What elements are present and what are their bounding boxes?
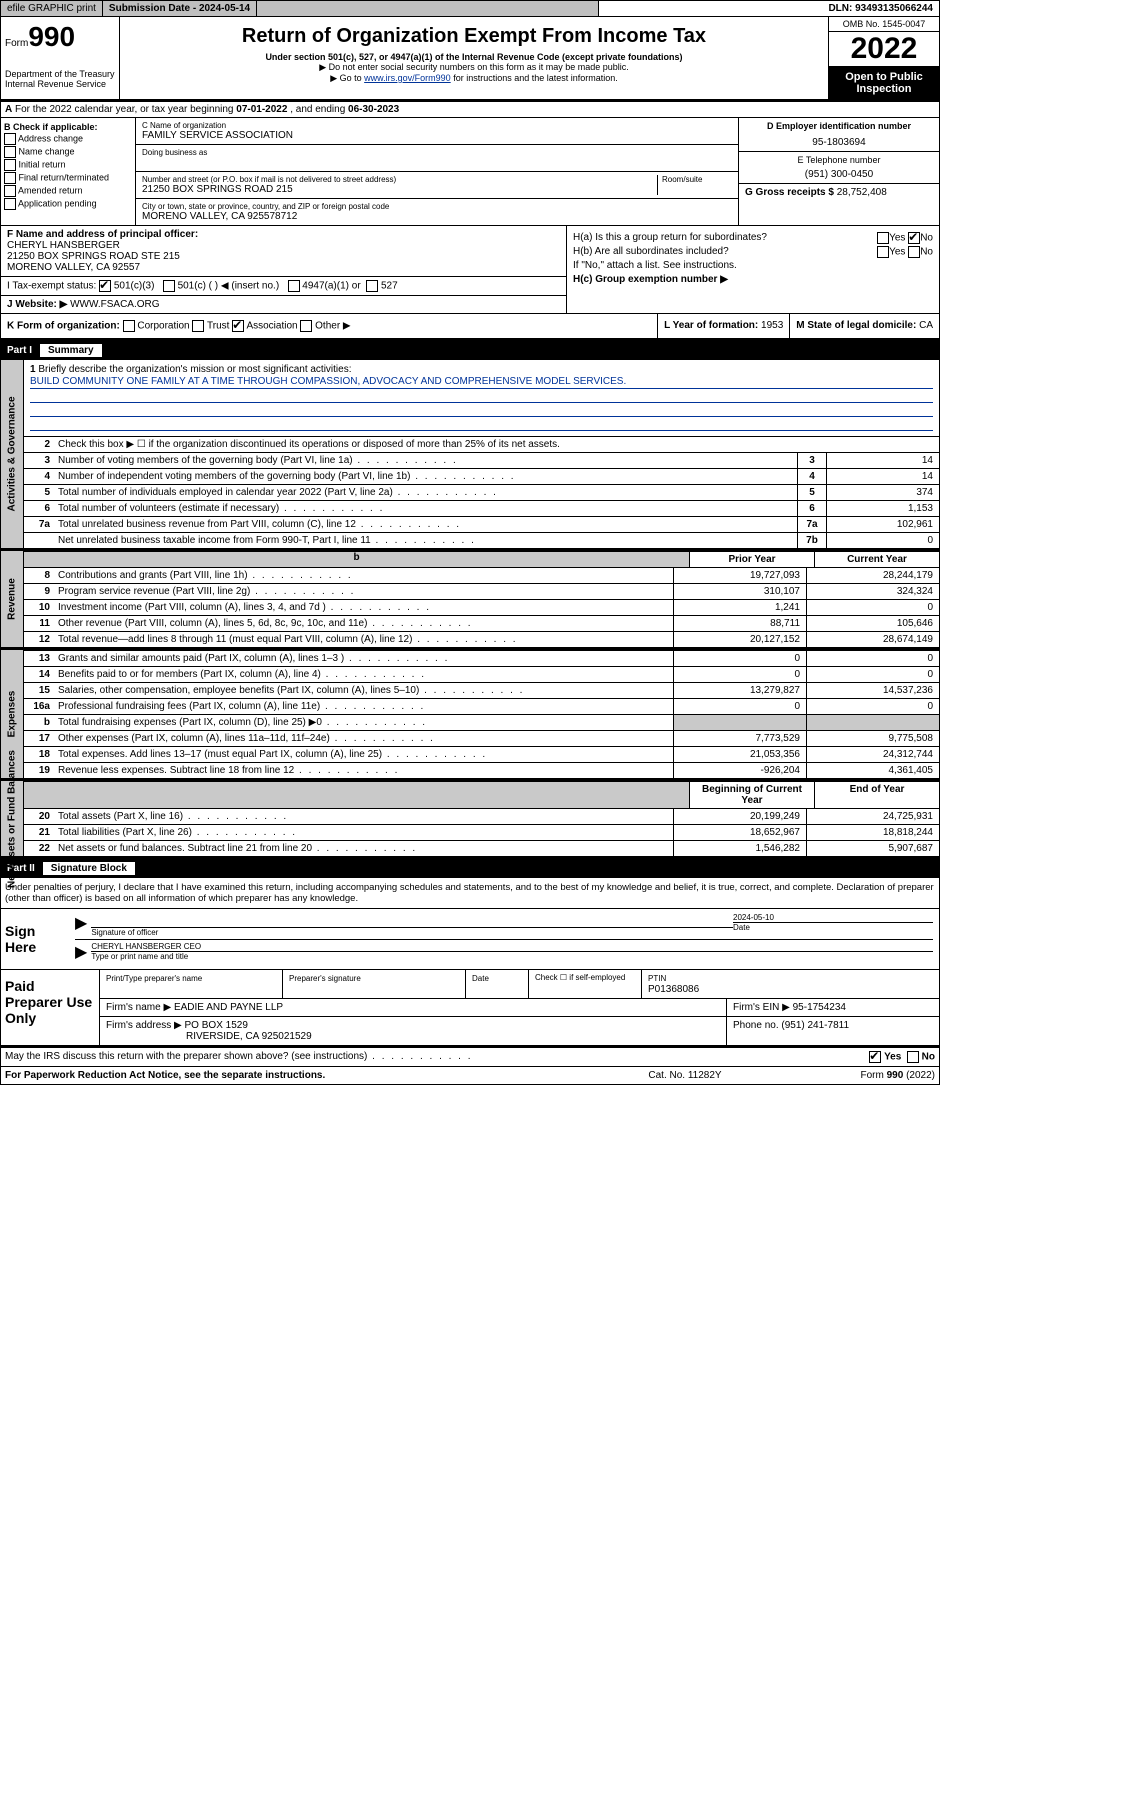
- py-cy-header: b Prior Year Current Year: [24, 551, 939, 567]
- fgh-right: H(a) Is this a group return for subordin…: [567, 226, 939, 313]
- submission-date: Submission Date - 2024-05-14: [103, 1, 257, 16]
- vlabel-governance: Activities & Governance: [1, 360, 24, 548]
- col-d-e-g: D Employer identification number 95-1803…: [739, 118, 939, 225]
- row-k-l-m: K Form of organization: Corporation Trus…: [1, 314, 939, 341]
- hb-line: H(b) Are all subordinates included? Yes …: [573, 246, 933, 257]
- data-row: bTotal fundraising expenses (Part IX, co…: [24, 714, 939, 730]
- data-row: 13Grants and similar amounts paid (Part …: [24, 650, 939, 666]
- mission-block: 1 Briefly describe the organization's mi…: [24, 360, 939, 436]
- omb-number: OMB No. 1545-0047: [829, 17, 939, 32]
- data-row: 15Salaries, other compensation, employee…: [24, 682, 939, 698]
- address-cell: Number and street (or P.O. box if mail i…: [136, 172, 738, 199]
- header-left: Form990 Department of the Treasury Inter…: [1, 17, 120, 99]
- form-990: Form990 Department of the Treasury Inter…: [0, 17, 940, 1085]
- officer-name-line: CHERYL HANSBERGER CEO Type or print name…: [91, 942, 933, 962]
- part2-header: Part II Signature Block: [1, 859, 939, 878]
- dba-cell: Doing business as: [136, 145, 738, 172]
- revenue-section: Revenue b Prior Year Current Year 8Contr…: [1, 551, 939, 650]
- form-title: Return of Organization Exempt From Incom…: [124, 25, 824, 48]
- l-year-formation: L Year of formation: 1953: [657, 314, 789, 338]
- form-number: Form990: [5, 21, 115, 53]
- ein-cell: D Employer identification number 95-1803…: [739, 118, 939, 152]
- fgh-left: F Name and address of principal officer:…: [1, 226, 567, 313]
- hb-note: If "No," attach a list. See instructions…: [573, 260, 933, 271]
- gov-row: Net unrelated business taxable income fr…: [24, 532, 939, 548]
- part1-header: Part I Summary: [1, 341, 939, 360]
- expenses-section: Expenses 13Grants and similar amounts pa…: [1, 650, 939, 781]
- data-row: 18Total expenses. Add lines 13–17 (must …: [24, 746, 939, 762]
- data-row: 11Other revenue (Part VIII, column (A), …: [24, 615, 939, 631]
- sign-here-label: Sign Here: [1, 909, 69, 969]
- penalties-text: Under penalties of perjury, I declare th…: [1, 878, 939, 909]
- gov-row: 2Check this box ▶ ☐ if the organization …: [24, 436, 939, 452]
- efile-graphic-print[interactable]: efile GRAPHIC print: [1, 1, 103, 16]
- section-bcd: B Check if applicable: Address change Na…: [1, 118, 939, 226]
- sign-here-block: Sign Here ▶ Signature of officer 2024-05…: [1, 909, 939, 970]
- data-row: 14Benefits paid to or for members (Part …: [24, 666, 939, 682]
- row-a-tax-year: A For the 2022 calendar year, or tax yea…: [1, 102, 939, 118]
- col-b-checkboxes: B Check if applicable: Address change Na…: [1, 118, 136, 225]
- k-form-org: K Form of organization: Corporation Trus…: [1, 314, 657, 338]
- data-row: 12Total revenue—add lines 8 through 11 (…: [24, 631, 939, 647]
- paid-preparer-label: Paid Preparer Use Only: [1, 970, 100, 1045]
- officer-signature-line: Signature of officer: [91, 913, 733, 937]
- data-row: 9Program service revenue (Part VIII, lin…: [24, 583, 939, 599]
- 501c3-checkbox[interactable]: [99, 280, 111, 292]
- data-row: 16aProfessional fundraising fees (Part I…: [24, 698, 939, 714]
- notice-2: ▶ Go to www.irs.gov/Form990 for instruct…: [124, 73, 824, 84]
- paid-preparer-block: Paid Preparer Use Only Print/Type prepar…: [1, 970, 939, 1048]
- tax-year: 2022: [829, 32, 939, 67]
- hc-line: H(c) Group exemption number ▶: [573, 274, 933, 285]
- vlabel-revenue: Revenue: [1, 551, 24, 647]
- form-subtitle: Under section 501(c), 527, or 4947(a)(1)…: [124, 52, 824, 62]
- sign-arrow-icon: ▶: [75, 942, 91, 962]
- governance-section: Activities & Governance 1 Briefly descri…: [1, 360, 939, 551]
- data-row: 21Total liabilities (Part X, line 26)18,…: [24, 824, 939, 840]
- data-row: 20Total assets (Part X, line 16)20,199,2…: [24, 808, 939, 824]
- org-name-cell: C Name of organization FAMILY SERVICE AS…: [136, 118, 738, 145]
- dln: DLN: 93493135066244: [599, 1, 939, 16]
- discuss-row: May the IRS discuss this return with the…: [1, 1048, 939, 1067]
- open-to-public: Open to Public Inspection: [829, 67, 939, 99]
- city-cell: City or town, state or province, country…: [136, 199, 738, 225]
- gov-row: 4Number of independent voting members of…: [24, 468, 939, 484]
- section-fgh: F Name and address of principal officer:…: [1, 226, 939, 314]
- form-header: Form990 Department of the Treasury Inter…: [1, 17, 939, 102]
- topbar-spacer: [257, 1, 598, 16]
- gov-row: 5Total number of individuals employed in…: [24, 484, 939, 500]
- notice-1: ▶ Do not enter social security numbers o…: [124, 62, 824, 73]
- m-state-domicile: M State of legal domicile: CA: [789, 314, 939, 338]
- tax-exempt-row: I Tax-exempt status: 501(c)(3) 501(c) ( …: [1, 277, 566, 296]
- website-row: J Website: ▶ WWW.FSACA.ORG: [1, 296, 566, 313]
- footer: For Paperwork Reduction Act Notice, see …: [1, 1067, 939, 1084]
- data-row: 19Revenue less expenses. Subtract line 1…: [24, 762, 939, 778]
- vlabel-netassets: Net Assets or Fund Balances: [1, 781, 24, 856]
- phone-cell: E Telephone number (951) 300-0450: [739, 152, 939, 184]
- col-c-org-info: C Name of organization FAMILY SERVICE AS…: [136, 118, 739, 225]
- header-center: Return of Organization Exempt From Incom…: [120, 17, 829, 99]
- gov-row: 6Total number of volunteers (estimate if…: [24, 500, 939, 516]
- officer-cell: F Name and address of principal officer:…: [1, 226, 566, 277]
- sign-date: 2024-05-10 Date: [733, 913, 933, 937]
- data-row: 17Other expenses (Part IX, column (A), l…: [24, 730, 939, 746]
- gov-row: 7aTotal unrelated business revenue from …: [24, 516, 939, 532]
- netassets-section: Net Assets or Fund Balances Beginning of…: [1, 781, 939, 859]
- top-bar: efile GRAPHIC print Submission Date - 20…: [0, 0, 940, 17]
- ha-line: H(a) Is this a group return for subordin…: [573, 232, 933, 243]
- data-row: 8Contributions and grants (Part VIII, li…: [24, 567, 939, 583]
- gov-row: 3Number of voting members of the governi…: [24, 452, 939, 468]
- na-header: Beginning of Current Year End of Year: [24, 781, 939, 808]
- data-row: 10Investment income (Part VIII, column (…: [24, 599, 939, 615]
- data-row: 22Net assets or fund balances. Subtract …: [24, 840, 939, 856]
- sign-arrow-icon: ▶: [75, 913, 91, 937]
- gross-receipts-cell: G Gross receipts $ 28,752,408: [739, 184, 939, 201]
- header-right: OMB No. 1545-0047 2022 Open to Public In…: [829, 17, 939, 99]
- irs-link[interactable]: www.irs.gov/Form990: [364, 73, 451, 83]
- dept-treasury: Department of the Treasury Internal Reve…: [5, 69, 115, 89]
